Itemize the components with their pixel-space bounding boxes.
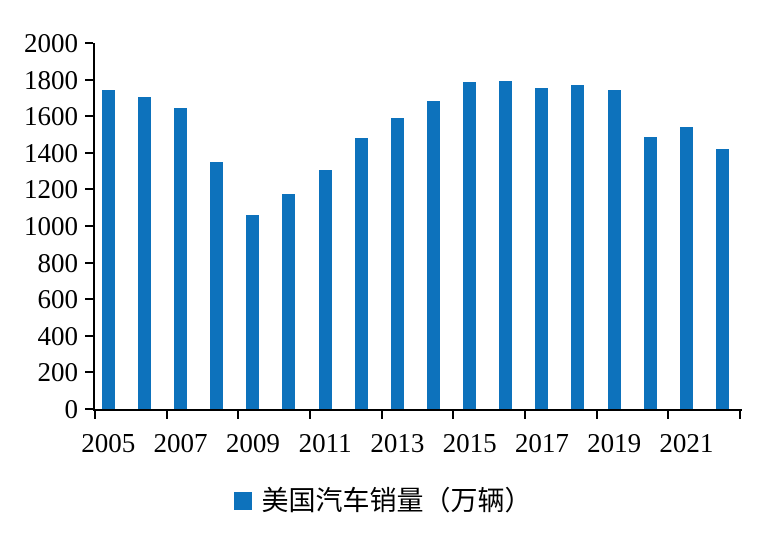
- legend-swatch-icon: [233, 492, 252, 510]
- y-tick-label: 1200: [24, 174, 78, 205]
- bar-2013: [390, 118, 404, 409]
- y-tick-label: 600: [37, 284, 79, 315]
- bar-2019: [607, 89, 621, 409]
- x-tick-label: 2019: [587, 428, 642, 458]
- y-tick-label: 1800: [24, 64, 78, 95]
- x-tick: [309, 411, 311, 419]
- y-tick: [85, 334, 93, 337]
- x-tick: [524, 411, 526, 419]
- y-tick: [85, 151, 93, 154]
- bar-2009: [246, 215, 260, 409]
- bar-2015: [463, 82, 477, 409]
- bar-2017: [535, 87, 549, 409]
- x-tick-label: 2005: [81, 428, 136, 458]
- x-tick-label: 2011: [298, 428, 352, 458]
- x-tick-label: 2021: [659, 428, 714, 458]
- y-tick: [85, 225, 93, 227]
- y-tick-label: 2000: [24, 28, 78, 58]
- y-tick: [85, 42, 93, 44]
- y-tick: [85, 188, 93, 191]
- x-tick: [94, 411, 96, 419]
- x-tick-label: 2009: [225, 428, 280, 458]
- x-tick-label: 2017: [514, 428, 569, 458]
- x-axis: [93, 409, 742, 411]
- x-tick-label: 2013: [370, 428, 425, 458]
- y-tick: [85, 78, 93, 81]
- legend-label: 美国汽车销量（万辆）: [261, 486, 532, 516]
- y-tick: [85, 408, 93, 410]
- x-tick: [237, 411, 240, 419]
- y-tick: [85, 115, 93, 118]
- bar-2014: [426, 100, 440, 409]
- x-tick: [380, 411, 383, 419]
- bar-2006: [137, 96, 151, 409]
- bar-2018: [571, 85, 585, 409]
- y-tick: [85, 371, 93, 374]
- bar-2011: [318, 170, 332, 409]
- x-tick: [165, 411, 168, 419]
- bar-2022: [716, 149, 729, 409]
- y-tick: [85, 298, 93, 301]
- x-tick-label: 2015: [442, 428, 497, 458]
- y-tick-label: 200: [37, 357, 79, 388]
- bar-2005: [101, 89, 115, 409]
- bar-2007: [174, 107, 188, 409]
- y-tick-label: 1000: [24, 211, 78, 241]
- x-tick: [452, 411, 455, 419]
- x-tick: [739, 411, 741, 419]
- y-axis: [93, 43, 95, 411]
- x-tick: [667, 411, 670, 419]
- y-tick-label: 1400: [24, 137, 78, 168]
- bar-2012: [354, 138, 368, 409]
- x-tick-label: 2007: [153, 428, 208, 458]
- x-tick: [595, 411, 598, 419]
- legend: 美国汽车销量（万辆）: [0, 486, 765, 516]
- bar-2021: [679, 127, 693, 409]
- y-tick: [85, 261, 93, 264]
- y-tick-label: 400: [37, 320, 79, 351]
- bar-2010: [282, 193, 296, 409]
- bar-2020: [643, 137, 657, 409]
- bar-2008: [210, 161, 224, 409]
- y-tick-label: 0: [64, 394, 79, 424]
- y-tick-label: 800: [37, 247, 79, 278]
- y-tick-label: 1600: [24, 101, 78, 132]
- bar-2016: [499, 81, 513, 409]
